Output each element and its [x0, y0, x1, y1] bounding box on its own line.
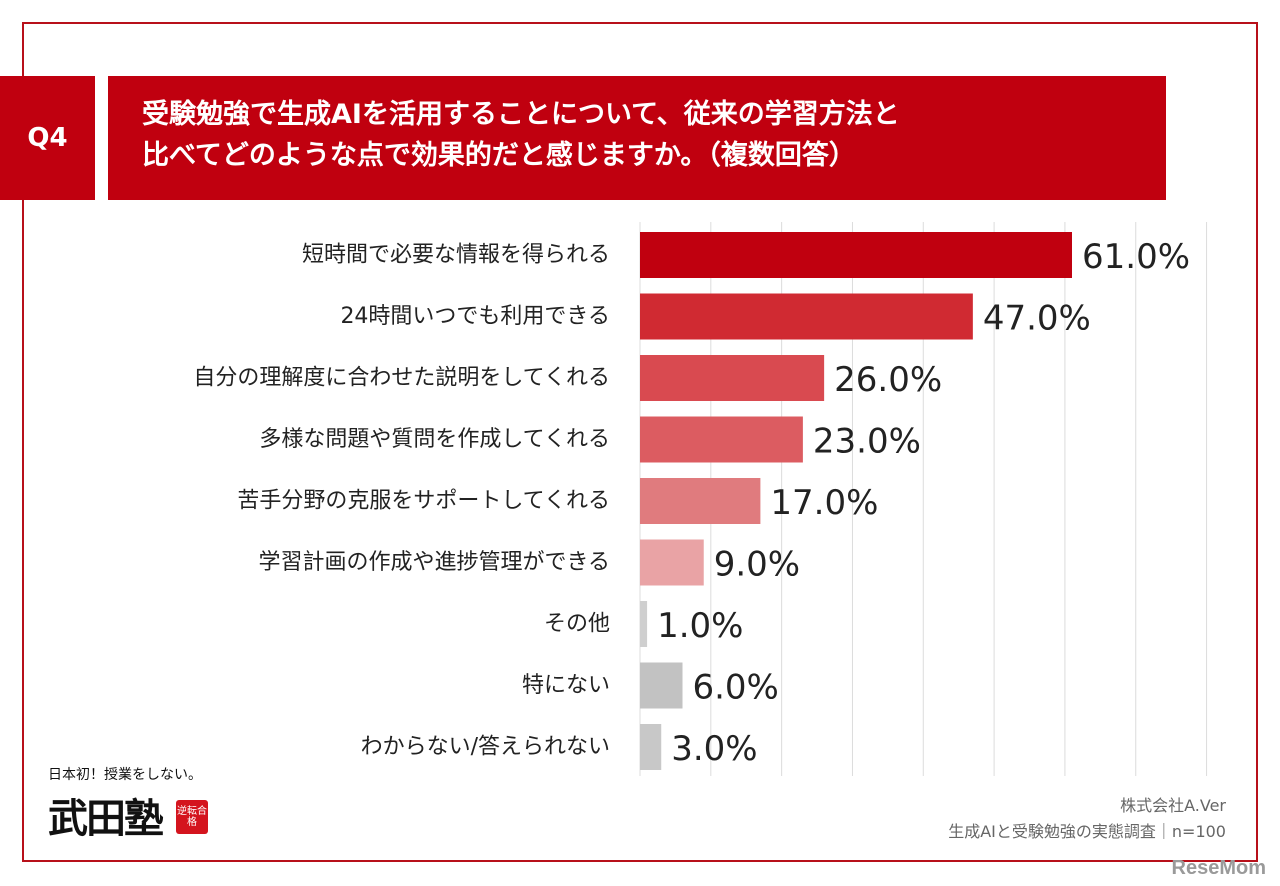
data-label: 26.0%	[834, 360, 942, 400]
logo: 日本初！授業をしない。 武田塾 逆転合格	[48, 764, 218, 844]
data-label: 47.0%	[983, 299, 1091, 339]
bar	[640, 601, 648, 647]
bar	[640, 724, 662, 770]
bar	[640, 416, 803, 463]
category-label: 学習計画の作成や進捗管理ができる	[258, 550, 610, 575]
bar	[640, 232, 1072, 278]
title-line-1: 受験勉強で生成AIを活用することについて、従来の学習方法と	[142, 99, 900, 130]
data-label: 9.0%	[714, 545, 800, 585]
category-label: 自分の理解度に合わせた説明をしてくれる	[193, 366, 610, 391]
data-label: 23.0%	[813, 422, 921, 462]
bar	[640, 662, 683, 709]
data-label: 61.0%	[1082, 237, 1190, 277]
category-label: その他	[544, 612, 610, 637]
logo-tagline: 日本初！授業をしない。	[48, 767, 202, 783]
watermark: ReseMom	[1171, 857, 1266, 879]
bar	[640, 293, 973, 340]
source-survey: 生成AIと受験勉強の実態調査｜n=100	[948, 822, 1226, 841]
logo-seal: 逆転合格	[176, 800, 208, 834]
logo-name: 武田塾	[48, 795, 164, 842]
data-label: 1.0%	[657, 606, 743, 646]
category-label: 多様な問題や質問を作成してくれる	[259, 427, 610, 452]
category-label: 苦手分野の克服をサポートしてくれる	[237, 489, 610, 514]
question-badge: Q4	[0, 76, 95, 200]
category-label: 短時間で必要な情報を得られる	[302, 243, 610, 268]
title-line-2: 比べてどのような点で効果的だと感じますか。（複数回答）	[142, 140, 856, 171]
source-company: 株式会社A.Ver	[1120, 796, 1226, 815]
bar	[640, 539, 704, 586]
category-label: 特にない	[522, 673, 610, 698]
category-label: 24時間いつでも利用できる	[340, 304, 610, 329]
data-label: 17.0%	[770, 483, 878, 523]
bar	[640, 355, 825, 401]
source-note: 株式会社A.Ver 生成AIと受験勉強の実態調査｜n=100	[948, 793, 1226, 845]
data-label: 6.0%	[692, 668, 778, 708]
category-label: わからない/答えられない	[361, 735, 610, 760]
data-label: 3.0%	[671, 729, 757, 769]
question-title: 受験勉強で生成AIを活用することについて、従来の学習方法と 比べてどのような点で…	[108, 76, 1166, 200]
bar	[640, 478, 761, 524]
outer-frame	[22, 22, 1258, 862]
